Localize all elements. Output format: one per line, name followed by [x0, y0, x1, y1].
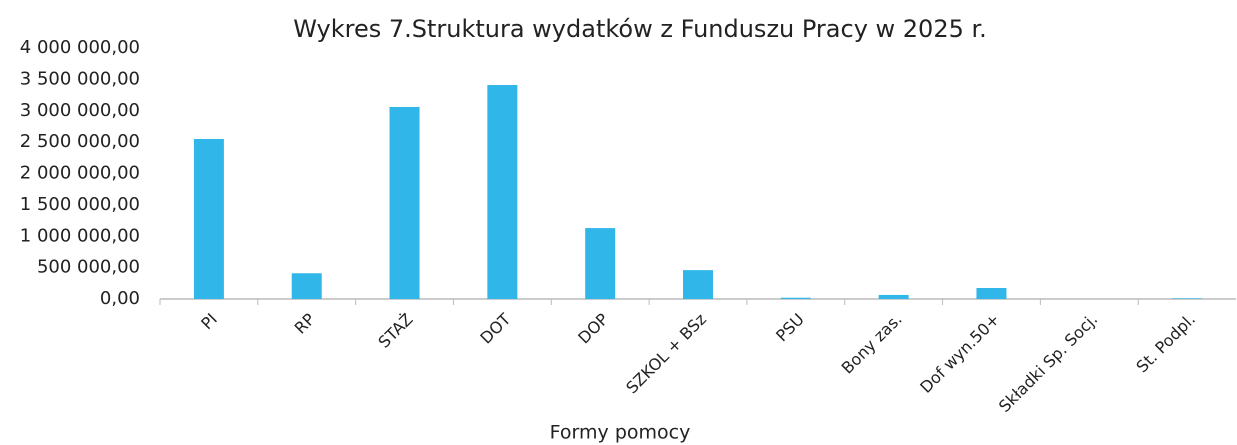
x-tick-label: DOT — [476, 309, 514, 347]
y-tick-label: 2 000 000,00 — [20, 163, 140, 184]
bar — [683, 270, 713, 299]
bar — [487, 85, 518, 300]
x-tick-label: Składki Sp. Socj. — [995, 310, 1101, 416]
bar — [1172, 298, 1203, 299]
chart-title: Wykres 7.Struktura wydatków z Funduszu P… — [293, 15, 987, 43]
bar — [780, 297, 811, 299]
bar — [389, 106, 420, 299]
bar — [291, 273, 322, 299]
x-tick-label: PI — [197, 310, 221, 334]
y-tick-label: 2 500 000,00 — [20, 131, 140, 152]
bar — [585, 228, 616, 299]
y-tick-label: 3 000 000,00 — [20, 100, 140, 121]
x-tick-label: RP — [291, 309, 319, 337]
y-tick-label: 1 500 000,00 — [20, 194, 140, 215]
y-tick-label: 0,00 — [100, 288, 140, 309]
bar — [976, 288, 1007, 299]
bar — [878, 294, 909, 299]
x-tick-label: Bony zas. — [838, 310, 906, 378]
x-tick-label: Dof wyn.50+ — [916, 310, 1003, 397]
x-axis-title: Formy pomocy — [550, 422, 691, 444]
y-tick-label: 500 000,00 — [37, 257, 140, 278]
y-tick-label: 1 000 000,00 — [20, 225, 140, 246]
x-tick-label: PSU — [772, 310, 808, 346]
y-tick-label: 3 500 000,00 — [20, 68, 140, 89]
bar — [193, 138, 224, 299]
x-tick-label: STAŻ — [374, 310, 416, 352]
y-tick-label: 4 000 000,00 — [20, 37, 140, 58]
x-tick-label: St. Podpl. — [1132, 310, 1199, 377]
x-tick-label: SZKOL + BSz — [622, 310, 710, 398]
x-tick-label: DOP — [574, 309, 612, 347]
